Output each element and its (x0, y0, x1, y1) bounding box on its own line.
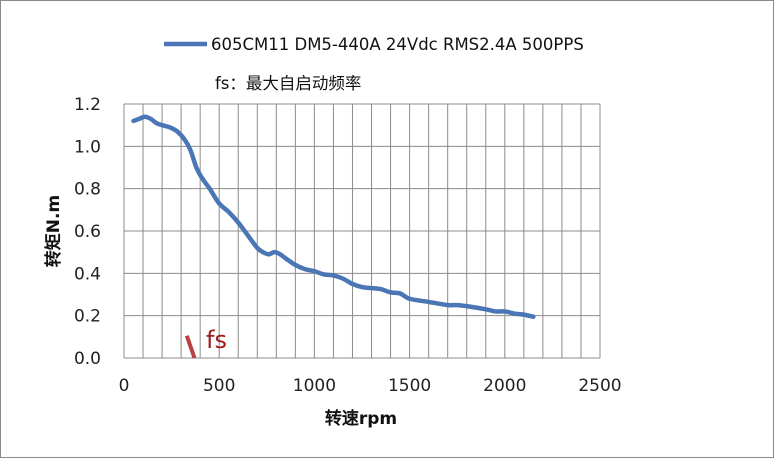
y-axis-title: 转矩N.m (43, 195, 64, 267)
fs-marker-line (184, 335, 197, 359)
x-tick-labels: 0 500 1000 1500 2000 2500 (119, 376, 622, 396)
x-tick-label: 500 (203, 376, 235, 396)
y-tick-label: 0.6 (74, 222, 101, 242)
y-tick-label: 0.4 (74, 264, 101, 284)
x-tick-label: 1500 (388, 376, 431, 396)
x-tick-label: 2000 (483, 376, 526, 396)
y-tick-label: 1.2 (74, 95, 101, 115)
y-tick-label: 1.0 (74, 137, 101, 157)
x-axis-title: 转速rpm (325, 408, 397, 429)
fs-marker-label: fs (206, 326, 227, 354)
legend: 605CM11 DM5-440A 24Vdc RMS2.4A 500PPS fs… (164, 35, 584, 93)
legend-fs-note: fs：最大自启动频率 (215, 74, 361, 93)
series-group (131, 114, 536, 319)
legend-series-label: 605CM11 DM5-440A 24Vdc RMS2.4A 500PPS (211, 35, 584, 54)
x-tick-label: 1000 (293, 376, 336, 396)
x-tick-label: 2500 (578, 376, 621, 396)
y-tick-label: 0.8 (74, 180, 101, 200)
y-tick-labels: 0.0 0.2 0.4 0.6 0.8 1.0 1.2 (74, 95, 101, 369)
y-tick-label: 0.0 (74, 349, 101, 369)
gridlines (123, 103, 601, 359)
y-tick-label: 0.2 (74, 307, 101, 327)
x-tick-label: 0 (119, 376, 130, 396)
fs-marker-group (184, 335, 197, 359)
series-line (131, 114, 536, 319)
